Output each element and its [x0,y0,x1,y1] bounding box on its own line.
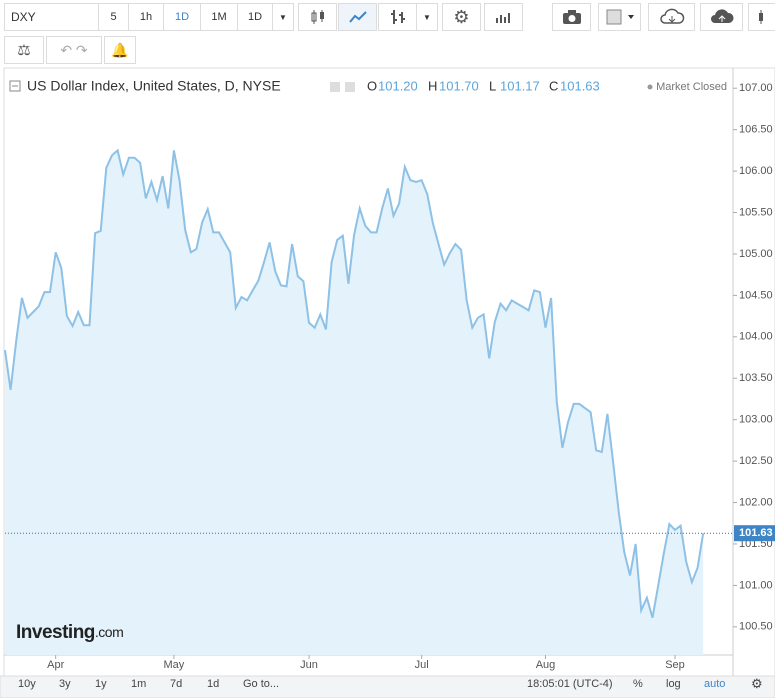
interval-button[interactable]: 1D [163,3,201,31]
range-button[interactable]: 1d [207,678,220,690]
percent-toggle[interactable]: % [633,678,643,690]
range-button[interactable]: 1m [131,678,147,690]
collapse-icon [9,80,21,92]
y-tick-label: 102.50 [739,455,773,467]
symbol-input[interactable]: DXY [4,3,99,31]
ohlc-key: H [428,78,437,93]
series-title: US Dollar Index, United States, D, NYSE [27,78,281,94]
y-tick-label: 105.50 [739,206,773,218]
watermark-suffix: .com [95,624,123,640]
watermark-brand: Investing [16,622,95,643]
y-tick-label: 103.00 [739,414,773,426]
interval-button[interactable]: 1D [237,3,273,31]
settings-button[interactable]: ⚙ [751,676,763,691]
dropdown[interactable]: ▼ [272,3,294,31]
clock: 18:05:01 (UTC-4) [527,678,613,690]
x-tick-label: May [164,659,185,671]
y-tick-label: 104.00 [739,331,773,343]
indicators-button[interactable] [484,3,523,31]
dropdown[interactable]: ▼ [416,3,438,31]
icon [659,8,684,24]
y-tick-label: 100.50 [739,621,773,633]
interval-button[interactable]: 1h [128,3,164,31]
bars-button[interactable] [378,3,417,31]
icon [562,10,581,24]
alert-button[interactable]: 🔔 [104,36,136,64]
icon [710,9,734,23]
candles-button[interactable] [748,3,775,31]
color-button[interactable] [598,3,641,31]
ohlc-value: 101.17 [500,78,540,93]
range-button[interactable]: 7d [170,678,183,690]
last-price-box [734,525,775,542]
ohlc-value: 101.20 [378,78,418,93]
ohlc-key: C [549,78,558,93]
ohlc-key: O [367,78,377,93]
y-tick-label: 106.00 [739,165,773,177]
status-dot [647,84,653,90]
legend-icon [345,82,355,92]
area-fill [5,150,704,655]
x-tick-label: Aug [536,659,556,671]
y-tick-label: 102.00 [739,496,773,508]
log-toggle[interactable]: log [666,678,681,690]
y-tick-label: 106.50 [739,124,773,136]
watermark: Investing.com [16,622,123,643]
x-tick-label: Sep [665,659,685,671]
icon [390,10,405,24]
icon [606,9,634,25]
goto-button[interactable]: Go to... [243,678,280,690]
candles-button[interactable] [298,3,337,31]
undo-redo[interactable]: ↶ ↷ [46,36,102,64]
icon [759,10,763,24]
market-status: Market Closed [656,81,727,93]
icon [348,11,367,23]
settings-button[interactable]: ⚙ [442,3,481,31]
range-button[interactable]: 10y [18,678,36,690]
y-tick-label: 103.50 [739,372,773,384]
x-tick-label: Apr [47,659,64,671]
range-button[interactable]: 1y [95,678,107,690]
icon [311,10,324,24]
y-tick-label: 101.00 [739,579,773,591]
y-tick-label: 105.00 [739,248,773,260]
x-tick-label: Jun [300,659,318,671]
snapshot-button[interactable] [552,3,591,31]
legend-icon [330,82,340,92]
y-tick-label: 104.50 [739,289,773,301]
range-button[interactable]: 3y [59,678,71,690]
ohlc-value: 101.63 [560,78,600,93]
price-line [4,148,705,618]
auto-toggle[interactable]: auto [704,678,726,690]
interval-button[interactable]: 5 [98,3,129,31]
y-tick-label: 107.00 [739,82,773,94]
interval-button[interactable]: 1M [200,3,238,31]
load-button[interactable] [648,3,695,31]
last-price-label: 101.63 [739,527,773,539]
compare-button[interactable]: ⚖ [4,36,44,64]
x-tick-label: Jul [415,659,429,671]
icon [495,13,510,23]
line-button[interactable] [338,3,377,31]
save-button[interactable] [700,3,743,31]
ohlc-key: L [489,78,496,93]
ohlc-value: 101.70 [439,78,479,93]
footer-bar [0,675,775,698]
